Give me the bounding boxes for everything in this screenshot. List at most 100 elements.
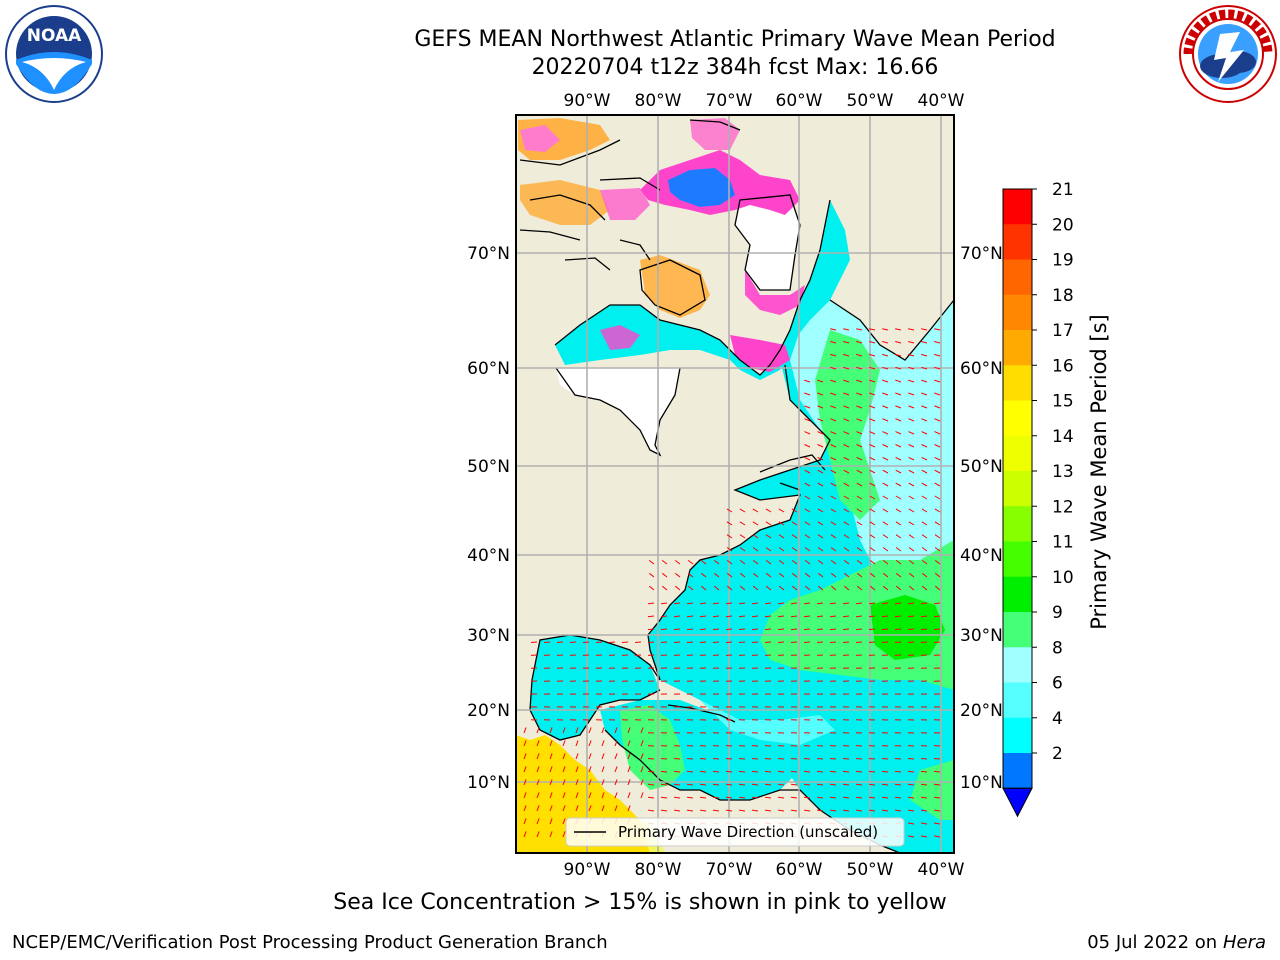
wave-arrow [588,766,592,773]
colorbar-tick-label: 15 [1052,392,1074,412]
wave-arrow [843,353,850,357]
wave-arrow [934,418,941,422]
wave-arrow [856,534,863,539]
wave-arrow [895,602,902,605]
wave-arrow [908,809,915,812]
wave-arrow [920,615,928,618]
wave-arrow [881,783,889,786]
wave-arrow [627,753,631,760]
wave-arrow [934,456,941,461]
wave-arrow [934,585,941,591]
wave-arrow [921,431,928,435]
wave-arrow [921,560,928,565]
wave-arrow [791,521,798,526]
lat-tick-right: 60°N [960,359,1003,379]
wave-arrow [817,456,824,461]
wave-arrow [830,456,837,461]
wave-arrow [640,727,644,734]
wave-arrow [921,796,928,799]
wave-arrow [804,469,811,474]
wave-arrow [894,641,902,643]
wave-arrow [627,740,631,747]
wave-arrow [523,779,527,786]
lat-tick-left: 60°N [467,359,510,379]
wave-arrow [830,547,837,552]
wave-arrow [816,641,824,643]
wave-arrow [895,482,902,487]
wave-arrow [582,641,590,643]
wave-arrow [595,641,603,643]
wave-arrow [660,783,668,786]
wave-arrow [699,615,707,618]
wave-arrow [934,534,941,539]
wave-arrow [699,770,707,773]
wave-arrow [549,727,553,734]
wave-arrow [726,585,733,591]
wave-arrow [843,456,850,461]
wave-arrow [829,641,837,643]
wave-arrow [536,805,540,812]
wave-arrow [778,508,785,513]
wave-arrow [523,818,527,825]
wave-arrow [869,547,876,552]
colorbar-segment [1003,717,1032,754]
wave-arrow [882,521,889,526]
wave-arrow [895,585,902,591]
wave-arrow [803,770,811,773]
wave-arrow [523,740,527,747]
wave-arrow [908,392,915,396]
wave-arrow [765,572,772,578]
wave-arrow [856,547,863,552]
wave-arrow [673,770,681,773]
colorbar-tick-label: 17 [1052,321,1074,341]
wave-arrow [674,796,681,799]
wave-arrow [686,615,694,618]
wave-arrow [856,405,863,409]
wave-arrow [713,796,720,799]
wave-arrow [647,783,655,786]
wave-arrow [921,444,928,448]
wave-arrow [869,444,876,448]
wave-arrow [830,379,837,383]
wave-arrow [908,796,915,799]
wave-arrow [804,585,811,591]
chart-title: GEFS MEAN Northwest Atlantic Primary Wav… [414,27,1056,52]
wave-arrow [648,602,655,605]
wave-arrow [575,766,579,773]
wave-arrow [765,547,772,552]
wave-arrow [908,379,915,383]
wave-arrow [777,758,785,760]
wave-arrow [803,783,811,786]
wave-arrow [868,783,876,786]
wave-arrow [856,521,863,526]
wave-arrow [934,822,941,825]
wave-arrow [869,495,876,500]
wave-arrow [673,615,681,618]
lat-tick-left: 70°N [467,244,510,264]
wave-arrow [817,796,824,799]
lon-ticks-bottom: 90°W 80°W 70°W 60°W 50°W 40°W [564,860,965,880]
baffin-island-no-data [735,195,800,290]
lat-tick-right: 30°N [960,626,1003,646]
wave-arrow [907,770,915,773]
wave-arrow [601,727,605,734]
wave-arrow [726,508,733,513]
wave-arrow [725,641,733,643]
wave-arrow [601,753,605,760]
wave-arrow [523,727,527,734]
wave-arrow [907,783,915,786]
wave-arrow [700,572,707,578]
wave-arrow [829,758,837,760]
wave-arrow [614,792,618,799]
lat-tick-left: 30°N [467,626,510,646]
wave-arrow [895,560,902,565]
wave-arrow [856,602,863,605]
wave-arrow [843,572,850,578]
wave-arrow [803,615,811,618]
colorbar-segment [1003,294,1032,331]
nws-logo [1179,5,1277,103]
wave-arrow [817,495,824,500]
wave-arrow [869,560,876,565]
wave-arrow [640,766,644,773]
wave-arrow [908,822,915,825]
